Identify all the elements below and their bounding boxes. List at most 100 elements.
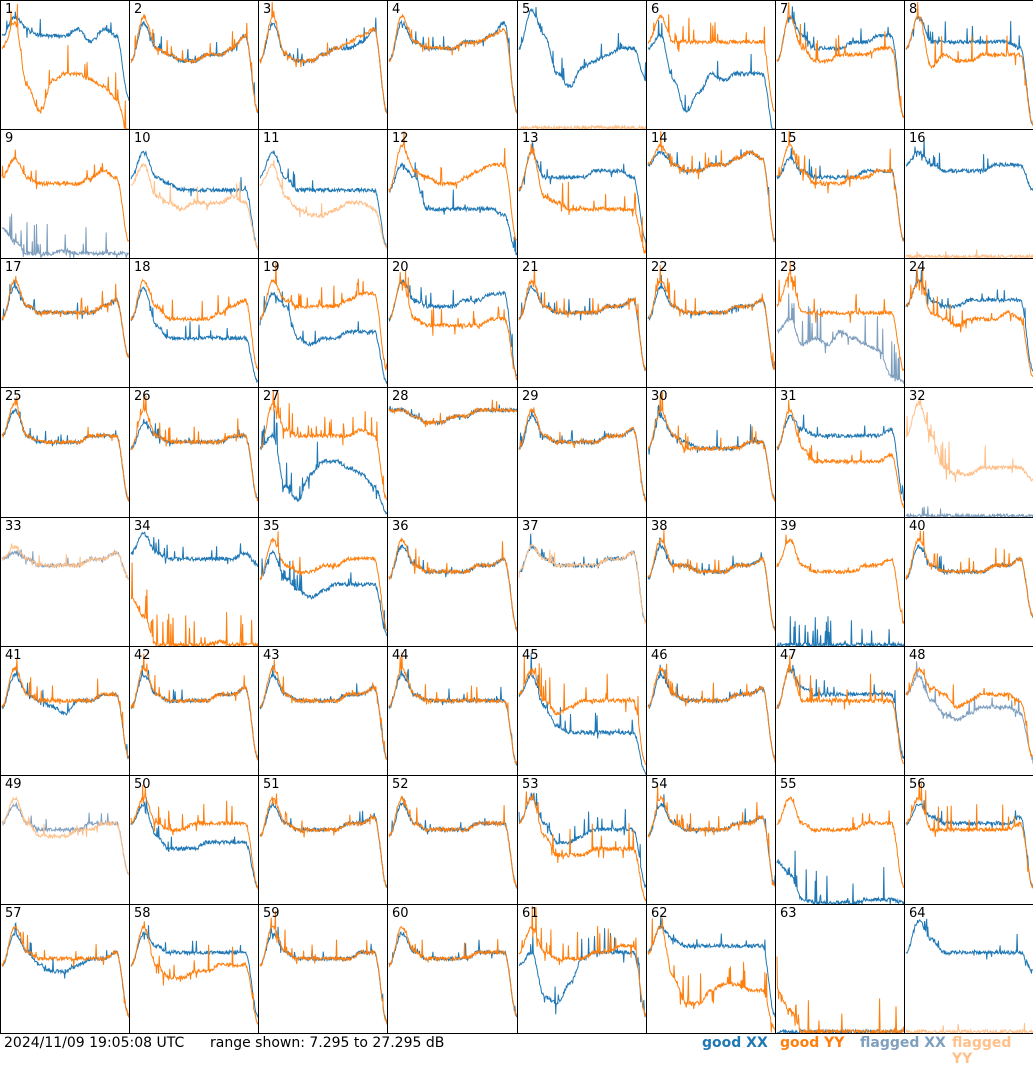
series-yy-panel-37	[518, 544, 646, 625]
panel-plot-21	[518, 266, 646, 372]
panel-plot-8	[905, 1, 1033, 127]
panel-number: 48	[909, 648, 926, 663]
series-yy-panel-24	[905, 265, 1033, 378]
panel-plot-58	[130, 921, 258, 1026]
panel-number: 54	[651, 777, 668, 792]
series-yy-panel-17	[1, 276, 129, 359]
panel-plot-45	[518, 653, 646, 775]
panel-number: 3	[263, 2, 272, 17]
footer: 2024/11/09 19:05:08 UTC range shown: 7.2…	[0, 1033, 1033, 1067]
panel-11: 11	[258, 129, 388, 259]
panel-16: 16	[904, 129, 1033, 259]
series-xx-panel-32	[905, 506, 1033, 517]
panel-8: 8	[904, 0, 1033, 130]
panel-15: 15	[775, 129, 905, 259]
series-xx-panel-4	[388, 19, 517, 113]
panel-40: 40	[904, 517, 1033, 647]
series-xx-panel-58	[130, 925, 258, 1019]
panel-19: 19	[258, 258, 388, 388]
panel-number: 27	[263, 389, 280, 404]
panel-number: 30	[651, 389, 668, 404]
series-yy-panel-35	[259, 531, 387, 632]
panel-3: 3	[258, 0, 388, 130]
series-yy-panel-55	[776, 796, 904, 889]
series-yy-panel-49	[1, 795, 129, 876]
series-xx-panel-37	[518, 533, 646, 623]
panel-plot-29	[518, 407, 646, 503]
range-text: range shown: 7.295 to 27.295 dB	[210, 1035, 445, 1051]
panel-54: 54	[646, 775, 776, 905]
panel-plot-61	[518, 905, 646, 1018]
series-yy-panel-25	[1, 396, 129, 502]
series-yy-panel-44	[388, 652, 517, 765]
panel-number: 29	[522, 389, 539, 404]
panel-25: 25	[0, 387, 130, 518]
panel-18: 18	[129, 258, 259, 388]
panel-37: 37	[517, 517, 647, 647]
panel-plot-20	[388, 269, 517, 381]
panel-number: 4	[392, 2, 401, 17]
series-xx-panel-12	[388, 162, 517, 256]
panel-number: 51	[263, 777, 280, 792]
panel-plot-59	[259, 910, 387, 1026]
panel-number: 24	[909, 260, 926, 275]
series-xx-panel-28	[388, 404, 517, 427]
panel-plot-38	[647, 530, 775, 631]
series-yy-panel-9	[1, 149, 129, 242]
panel-number: 49	[5, 777, 22, 792]
panel-number: 64	[909, 906, 926, 921]
series-xx-panel-22	[647, 274, 775, 370]
series-xx-panel-55	[776, 850, 904, 904]
series-yy-panel-57	[1, 924, 129, 1018]
series-yy-panel-12	[388, 131, 517, 242]
panel-number: 18	[134, 260, 151, 275]
series-xx-panel-21	[518, 284, 646, 371]
panel-56: 56	[904, 775, 1033, 905]
panel-plot-40	[905, 530, 1033, 619]
panel-13: 13	[517, 129, 647, 259]
panel-number: 57	[5, 906, 22, 921]
series-yy-panel-45	[518, 656, 646, 765]
series-yy-panel-32	[905, 397, 1033, 483]
series-yy-panel-48	[905, 667, 1033, 758]
panel-42: 42	[129, 646, 259, 776]
panel-plot-49	[1, 795, 129, 876]
series-xx-panel-8	[905, 15, 1033, 126]
series-yy-panel-40	[905, 530, 1033, 618]
panel-20: 20	[387, 258, 518, 388]
series-yy-panel-36	[388, 536, 517, 632]
panel-45: 45	[517, 646, 647, 776]
panel-plot-7	[776, 1, 904, 119]
panel-plot-56	[905, 780, 1033, 889]
series-yy-panel-52	[388, 795, 517, 889]
panel-plot-41	[1, 658, 129, 760]
panel-plot-57	[1, 922, 129, 1018]
panel-number: 22	[651, 260, 668, 275]
panel-number: 62	[651, 906, 668, 921]
panel-62: 62	[646, 904, 776, 1034]
panel-number: 11	[263, 131, 280, 146]
panel-plot-53	[518, 791, 646, 902]
panel-number: 40	[909, 519, 926, 534]
panel-plot-37	[518, 533, 646, 625]
series-xx-panel-24	[905, 269, 1033, 372]
panel-number: 17	[5, 260, 22, 275]
panel-plot-50	[130, 784, 258, 890]
series-xx-panel-27	[259, 409, 387, 515]
series-xx-panel-3	[259, 17, 387, 114]
series-xx-panel-16	[905, 139, 1033, 191]
panel-plot-48	[905, 661, 1033, 764]
series-xx-panel-42	[130, 665, 258, 759]
panel-number: 23	[780, 260, 797, 275]
series-xx-panel-6	[647, 20, 775, 129]
series-yy-panel-50	[130, 784, 258, 890]
timestamp: 2024/11/09 19:05:08 UTC	[4, 1035, 185, 1051]
series-yy-panel-63	[776, 956, 904, 1033]
panel-52: 52	[387, 775, 518, 905]
series-xx-panel-36	[388, 544, 517, 630]
series-yy-panel-34	[130, 562, 258, 646]
series-yy-panel-16	[905, 249, 1033, 258]
panel-55: 55	[775, 775, 905, 905]
panel-12: 12	[387, 129, 518, 259]
panel-plot-6	[647, 14, 775, 129]
